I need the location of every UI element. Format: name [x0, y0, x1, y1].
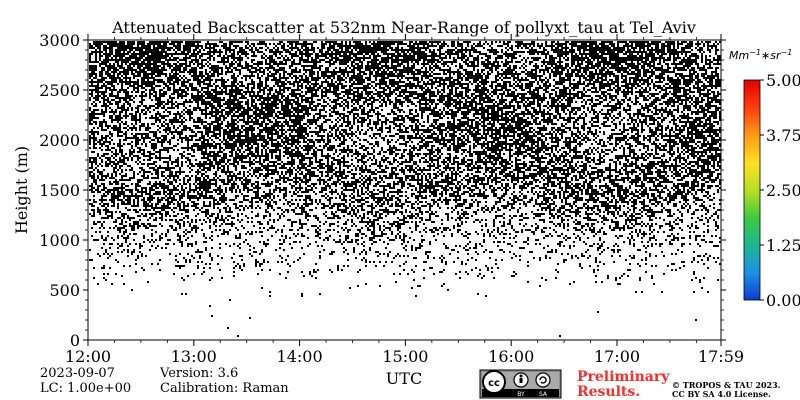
y-tick-label: 1000 [39, 231, 80, 250]
cc-sa-label: SA [539, 391, 548, 398]
colorbar-gradient [743, 79, 761, 301]
colorbar-unit: Mm−1∗sr−1 [729, 48, 792, 63]
x-axis: 12:00 13:00 14:00 15:00 16:00 17:00 17:59 [65, 34, 744, 366]
y-tick-label: 0 [70, 331, 80, 350]
copyright-line-1: © TROPOS & TAU 2023. [672, 380, 781, 390]
y-axis: 0 500 1000 1500 2000 2500 3000 [39, 31, 726, 350]
backscatter-noise-pixels [89, 41, 721, 337]
cc-by-label: BY [517, 391, 525, 398]
footer-info: 2023-09-07 LC: 1.00e+00 Version: 3.6 Cal… [40, 366, 289, 396]
x-tick-label: 13:00 [171, 347, 217, 366]
y-tick-label: 2000 [39, 131, 80, 150]
x-tick-label: 15:00 [382, 347, 428, 366]
y-tick-label: 1500 [39, 181, 80, 200]
footer-calibration: Calibration: Raman [160, 381, 289, 396]
chart-title: Attenuated Backscatter at 532nm Near-Ran… [111, 18, 696, 37]
preliminary-line-1: Preliminary [577, 369, 670, 385]
preliminary-line-2: Results. [577, 384, 640, 400]
sa-share-alike-icon [535, 372, 551, 388]
colorbar-tick-label: 2.50 [766, 181, 800, 200]
y-tick-label: 500 [49, 281, 80, 300]
x-tick-label: 17:59 [698, 347, 744, 366]
x-tick-label: 14:00 [277, 347, 323, 366]
noise-field [89, 41, 721, 337]
colorbar-tick-label: 5.00 [766, 71, 800, 90]
colorbar-tick-label: 1.25 [766, 236, 800, 255]
x-tick-label: 12:00 [65, 347, 111, 366]
footer-date: 2023-09-07 [40, 366, 115, 381]
colorbar-tick-label: 0.00 [766, 291, 800, 310]
x-tick-label: 16:00 [488, 347, 534, 366]
copyright-line-2: CC BY SA 4.0 License. [672, 389, 771, 399]
colorbar: Mm−1∗sr−1 0.00 1.25 2.50 3.75 5.00 [729, 48, 800, 311]
footer-version: Version: 3.6 [159, 366, 238, 381]
cc-license-badge: cc BY SA [479, 369, 562, 399]
cc-logo-icon [482, 370, 506, 394]
cc-logo-text: cc [488, 378, 500, 389]
x-tick-label: 17:00 [594, 347, 640, 366]
y-tick-label: 3000 [39, 31, 80, 50]
y-axis-label: Height (m) [12, 146, 31, 234]
footer-lc: LC: 1.00e+00 [40, 381, 131, 396]
y-tick-label: 2500 [39, 81, 80, 100]
colorbar-tick-label: 3.75 [766, 126, 800, 145]
x-axis-label: UTC [386, 369, 422, 388]
